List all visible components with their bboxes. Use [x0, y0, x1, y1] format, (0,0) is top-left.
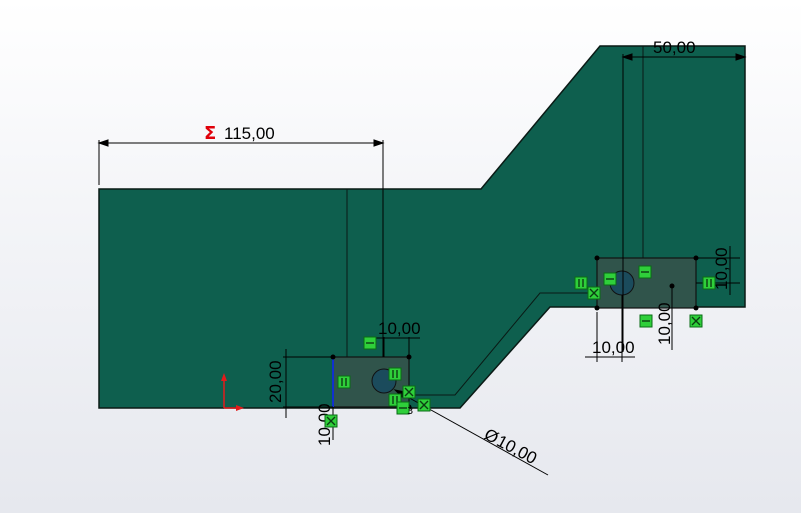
dimension-right-slot-height[interactable]: 10,00: [712, 247, 731, 290]
horizontal-relation-icon[interactable]: [638, 265, 652, 279]
svg-text:10,00: 10,00: [493, 431, 539, 468]
vertical-relation-icon[interactable]: [388, 367, 402, 381]
horizontal-relation-icon[interactable]: [363, 336, 377, 350]
coincident-icon[interactable]: [324, 414, 338, 428]
horizontal-relation-icon[interactable]: [639, 314, 653, 328]
dimension-right-slot-offset[interactable]: 10,00: [655, 302, 674, 345]
sketch-point[interactable]: [693, 305, 699, 311]
horizontal-relation-icon[interactable]: [396, 401, 410, 415]
sketch-point[interactable]: [594, 255, 600, 261]
sigma-symbol: Σ: [204, 123, 216, 144]
dimension-right-width[interactable]: 50,00: [653, 38, 696, 57]
dimension-left-slot-height[interactable]: 20,00: [266, 360, 285, 403]
coincident-icon[interactable]: [587, 286, 601, 300]
coincident-icon[interactable]: [689, 314, 703, 328]
vertical-relation-icon[interactable]: [574, 276, 588, 290]
vertical-relation-icon[interactable]: [702, 276, 716, 290]
relation-count-label: 3: [407, 406, 413, 417]
sketch-relations: [324, 265, 716, 428]
vertical-relation-icon[interactable]: [337, 375, 351, 389]
origin-icon[interactable]: [221, 373, 244, 411]
horizontal-relation-icon[interactable]: [603, 272, 617, 286]
dimension-left-slot-width[interactable]: 10,00: [378, 319, 421, 338]
dimension-right-slot-width[interactable]: 10,00: [592, 338, 635, 357]
slot-path[interactable]: [409, 292, 597, 396]
dimension-hole-diameter[interactable]: Ø 10,00: [481, 425, 540, 468]
part-profile[interactable]: [98, 45, 746, 409]
dimension-overall-length[interactable]: 115,00: [224, 124, 275, 143]
sketch-point[interactable]: [594, 305, 600, 311]
coincident-icon[interactable]: [417, 398, 431, 412]
coincident-icon[interactable]: [402, 385, 416, 399]
